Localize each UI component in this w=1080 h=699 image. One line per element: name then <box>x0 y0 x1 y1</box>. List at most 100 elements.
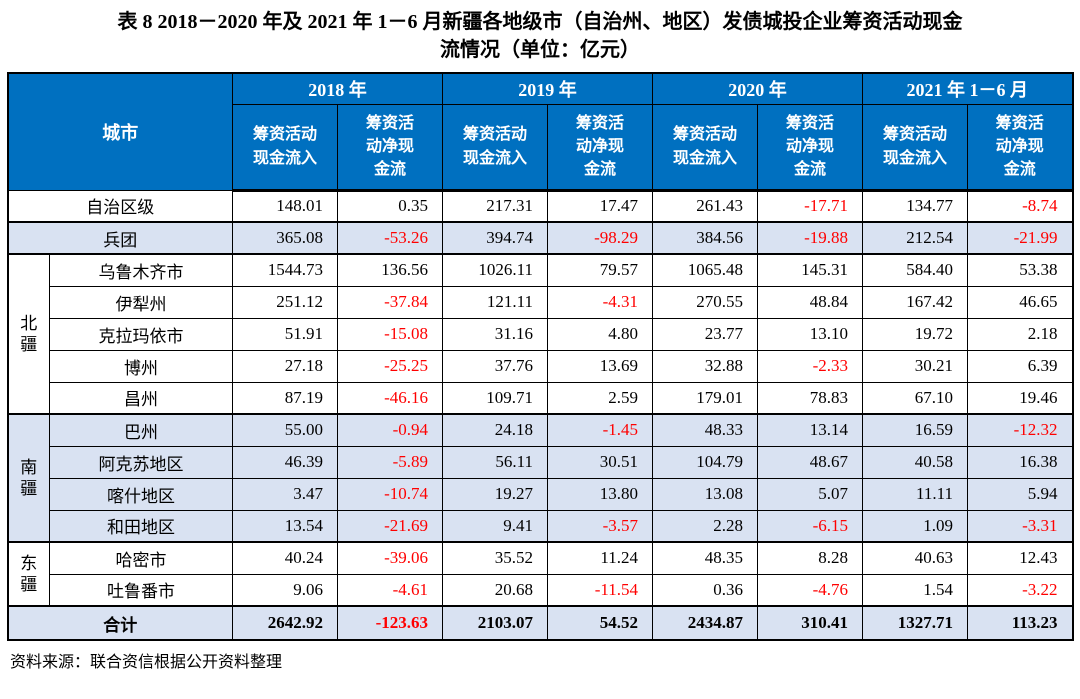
value-cell: -15.08 <box>337 317 443 351</box>
value-cell: -8.74 <box>967 189 1073 223</box>
table-row: 喀什地区 3.47 -10.74 19.27 13.80 13.08 5.07 11.11 5.… <box>8 477 1073 511</box>
value-cell: 17.47 <box>547 189 653 223</box>
col-header-year-2019: 2019 年 <box>442 72 653 105</box>
value-cell: 53.38 <box>967 253 1073 287</box>
col-header-inflow-2021: 筹资活动 现金流入 <box>862 103 968 192</box>
value-cell: 2103.07 <box>442 605 548 641</box>
value-cell: 584.40 <box>862 253 968 287</box>
value-cell: -53.26 <box>337 221 443 255</box>
value-cell: -1.45 <box>547 413 653 447</box>
value-cell: 48.33 <box>652 413 758 447</box>
value-cell: 145.31 <box>757 253 863 287</box>
region-cell: 北 疆 <box>7 253 50 415</box>
value-cell: -3.31 <box>967 509 1073 543</box>
value-cell: -25.25 <box>337 349 443 383</box>
col-header-year-2021: 2021 年 1－6 月 <box>862 72 1073 105</box>
value-cell: 51.91 <box>232 317 338 351</box>
value-cell: 16.59 <box>862 413 968 447</box>
value-cell: 40.24 <box>232 541 338 575</box>
value-cell: 30.51 <box>547 445 653 479</box>
value-cell: 32.88 <box>652 349 758 383</box>
col-header-inflow-2019: 筹资活动 现金流入 <box>442 103 548 192</box>
value-cell: 13.54 <box>232 509 338 543</box>
value-cell: 16.38 <box>967 445 1073 479</box>
table-row: 克拉玛依市 51.91 -15.08 31.16 4.80 23.77 13.10 19.72… <box>8 317 1073 351</box>
value-cell: 48.67 <box>757 445 863 479</box>
value-cell: -4.31 <box>547 285 653 319</box>
value-cell: 56.11 <box>442 445 548 479</box>
value-cell: 11.11 <box>862 477 968 511</box>
col-header-city: 城市 <box>7 72 233 191</box>
value-cell: 2642.92 <box>232 605 338 641</box>
value-cell: -123.63 <box>337 605 443 641</box>
value-cell: 24.18 <box>442 413 548 447</box>
city-cell: 合计 <box>7 605 233 641</box>
table-row: 昌州 87.19 -46.16 109.71 2.59 179.01 78.83 67.10 1… <box>8 381 1073 415</box>
city-cell: 博州 <box>49 349 233 383</box>
value-cell: 40.58 <box>862 445 968 479</box>
value-cell: -0.94 <box>337 413 443 447</box>
value-cell: 13.10 <box>757 317 863 351</box>
value-cell: 1026.11 <box>442 253 548 287</box>
value-cell: 48.84 <box>757 285 863 319</box>
value-cell: 167.42 <box>862 285 968 319</box>
value-cell: -3.57 <box>547 509 653 543</box>
value-cell: -39.06 <box>337 541 443 575</box>
subcolumn-header-row: 筹资活动 现金流入 筹资活 动净现 金流 筹资活动 现金流入 筹资活 动净现 金… <box>8 103 1073 192</box>
value-cell: 19.46 <box>967 381 1073 415</box>
value-cell: 121.11 <box>442 285 548 319</box>
city-cell: 昌州 <box>49 381 233 415</box>
value-cell: 109.71 <box>442 381 548 415</box>
table-row: 阿克苏地区 46.39 -5.89 56.11 30.51 104.79 48.67 40.5… <box>8 445 1073 479</box>
value-cell: 0.36 <box>652 573 758 607</box>
value-cell: -12.32 <box>967 413 1073 447</box>
table-row: 兵团 365.08 -53.26 394.74 -98.29 384.56 -19.88 21… <box>7 221 1073 255</box>
value-cell: 78.83 <box>757 381 863 415</box>
col-header-inflow-2020: 筹资活动 现金流入 <box>652 103 758 192</box>
value-cell: 1.54 <box>862 573 968 607</box>
value-cell: 1327.71 <box>862 605 968 641</box>
value-cell: 13.14 <box>757 413 863 447</box>
col-header-net-2021: 筹资活 动净现 金流 <box>967 103 1073 192</box>
value-cell: -19.88 <box>757 221 863 255</box>
value-cell: 2.28 <box>652 509 758 543</box>
value-cell: -98.29 <box>547 221 653 255</box>
value-cell: 5.07 <box>757 477 863 511</box>
value-cell: 384.56 <box>652 221 758 255</box>
col-header-net-2020: 筹资活 动净现 金流 <box>757 103 863 192</box>
value-cell: -37.84 <box>337 285 443 319</box>
value-cell: -5.89 <box>337 445 443 479</box>
col-header-year-2020: 2020 年 <box>652 72 863 105</box>
value-cell: 79.57 <box>547 253 653 287</box>
value-cell: -4.61 <box>337 573 443 607</box>
value-cell: -3.22 <box>967 573 1073 607</box>
value-cell: 5.94 <box>967 477 1073 511</box>
city-cell: 巴州 <box>49 413 233 447</box>
value-cell: 2434.87 <box>652 605 758 641</box>
value-cell: 35.52 <box>442 541 548 575</box>
value-cell: 365.08 <box>232 221 338 255</box>
value-cell: 9.41 <box>442 509 548 543</box>
value-cell: 104.79 <box>652 445 758 479</box>
value-cell: 113.23 <box>967 605 1073 641</box>
value-cell: 13.08 <box>652 477 758 511</box>
value-cell: 212.54 <box>862 221 968 255</box>
value-cell: 40.63 <box>862 541 968 575</box>
region-cell: 南 疆 <box>7 413 50 543</box>
value-cell: 19.72 <box>862 317 968 351</box>
table-row: 博州 27.18 -25.25 37.76 13.69 32.88 -2.33 30.21 6.… <box>8 349 1073 383</box>
financing-table: 城市 2018 年 2019 年 2020 年 2021 年 1－6 月 筹资活… <box>6 72 1074 641</box>
value-cell: 4.80 <box>547 317 653 351</box>
value-cell: -21.69 <box>337 509 443 543</box>
value-cell: 148.01 <box>232 189 338 223</box>
value-cell: 2.59 <box>547 381 653 415</box>
value-cell: 0.35 <box>337 189 443 223</box>
value-cell: 251.12 <box>232 285 338 319</box>
value-cell: 310.41 <box>757 605 863 641</box>
value-cell: -21.99 <box>967 221 1073 255</box>
value-cell: 67.10 <box>862 381 968 415</box>
city-cell: 兵团 <box>7 221 233 255</box>
value-cell: 12.43 <box>967 541 1073 575</box>
value-cell: 1.09 <box>862 509 968 543</box>
value-cell: -10.74 <box>337 477 443 511</box>
